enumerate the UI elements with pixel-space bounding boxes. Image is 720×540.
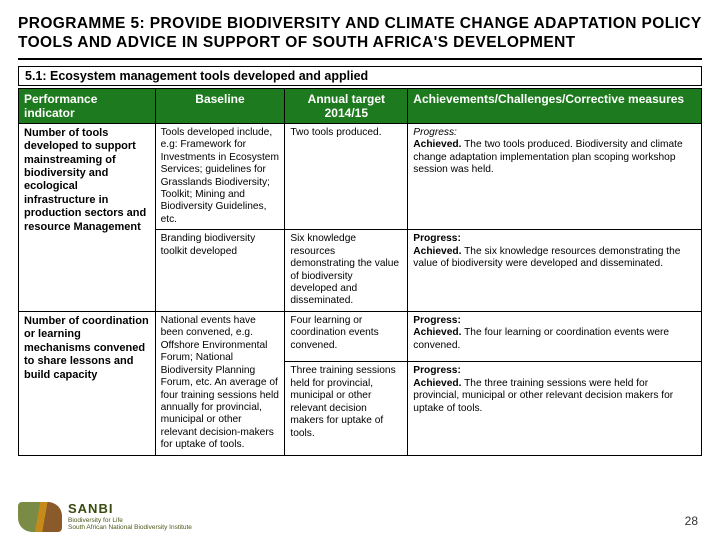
progress-label: Progress:	[413, 127, 457, 138]
status-achieved: Achieved.	[413, 246, 461, 257]
sanbi-logo: SANBI Biodiversity for Life South Africa…	[18, 502, 192, 532]
logo-text: SANBI Biodiversity for Life South Africa…	[68, 502, 192, 532]
performance-table: Performance indicator Baseline Annual ta…	[18, 88, 702, 456]
table-row: Number of tools developed to support mai…	[19, 123, 702, 230]
col-annual-target-line1: Annual target	[290, 92, 402, 106]
status-achieved: Achieved.	[413, 327, 461, 338]
cell-indicator: Number of coordination or learning mecha…	[19, 311, 156, 455]
cell-target: Four learning or coordination events con…	[285, 311, 408, 362]
status-achieved: Achieved.	[413, 378, 461, 389]
logo-name: SANBI	[68, 502, 192, 517]
col-performance-indicator: Performance indicator	[19, 88, 156, 123]
logo-fullname: South African National Biodiversity Inst…	[68, 524, 192, 531]
col-achievements: Achievements/Challenges/Corrective measu…	[408, 88, 702, 123]
cell-baseline: National events have been convened, e.g.…	[155, 311, 285, 455]
cell-achievement: Progress: Achieved. The three training s…	[408, 362, 702, 455]
page-title: PROGRAMME 5: PROVIDE BIODIVERSITY AND CL…	[18, 14, 702, 60]
col-annual-target-line2: 2014/15	[290, 106, 402, 120]
col-annual-target: Annual target 2014/15	[285, 88, 408, 123]
table-row: Number of coordination or learning mecha…	[19, 311, 702, 362]
cell-baseline: Tools developed include, e.g: Framework …	[155, 123, 285, 230]
progress-label: Progress:	[413, 233, 461, 244]
cell-baseline: Branding biodiversity toolkit developed	[155, 230, 285, 312]
table-header-row: Performance indicator Baseline Annual ta…	[19, 88, 702, 123]
page-number: 28	[685, 514, 698, 528]
section-subtitle: 5.1: Ecosystem management tools develope…	[18, 66, 702, 86]
slide: PROGRAMME 5: PROVIDE BIODIVERSITY AND CL…	[0, 0, 720, 540]
cell-achievement: Progress: Achieved. The four learning or…	[408, 311, 702, 362]
logo-icon	[18, 502, 62, 532]
table-body: Number of tools developed to support mai…	[19, 123, 702, 455]
cell-target: Two tools produced.	[285, 123, 408, 230]
logo-tagline: Biodiversity for Life	[68, 517, 192, 524]
cell-target: Three training sessions held for provinc…	[285, 362, 408, 455]
status-achieved: Achieved.	[413, 139, 461, 150]
cell-target: Six knowledge resources demonstrating th…	[285, 230, 408, 312]
cell-achievement: Progress: Achieved. The two tools produc…	[408, 123, 702, 230]
progress-label: Progress:	[413, 365, 461, 376]
col-baseline: Baseline	[155, 88, 285, 123]
cell-achievement: Progress: Achieved. The six knowledge re…	[408, 230, 702, 312]
progress-label: Progress:	[413, 315, 461, 326]
cell-indicator: Number of tools developed to support mai…	[19, 123, 156, 311]
